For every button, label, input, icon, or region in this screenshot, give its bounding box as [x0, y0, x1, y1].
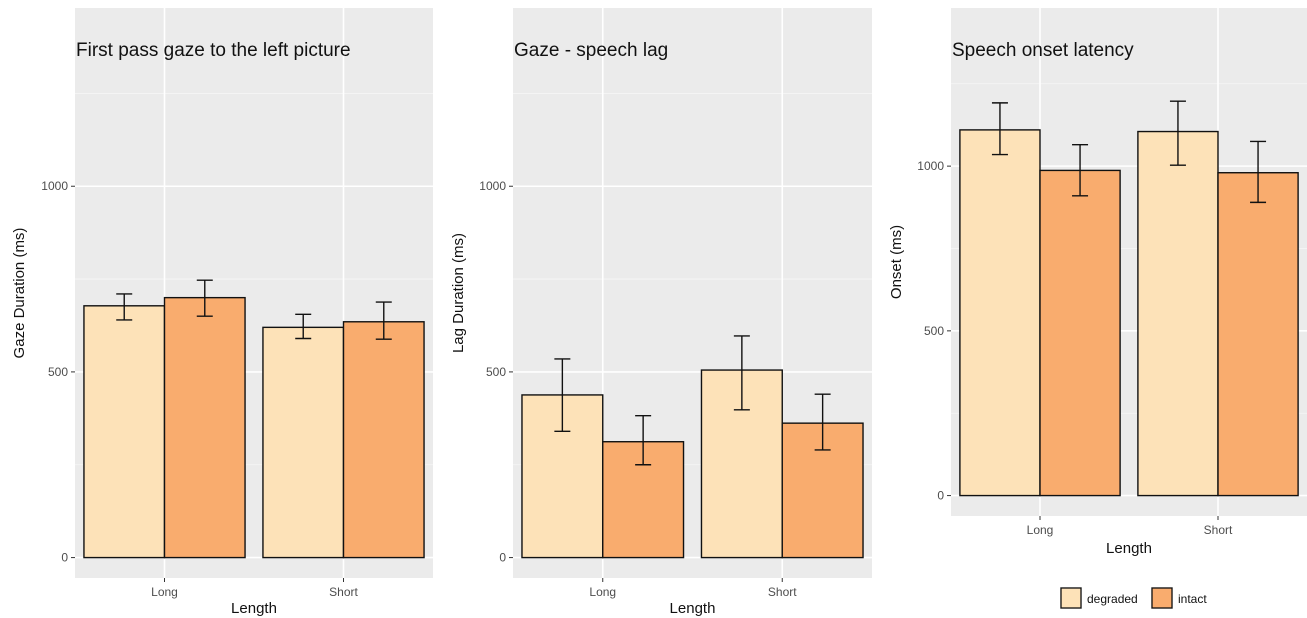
error-bar-degraded-long — [554, 358, 571, 433]
y-tick-label: 500 — [486, 365, 506, 379]
y-tick-label: 1000 — [41, 179, 68, 193]
x-tick-label: Long — [589, 585, 616, 599]
error-bar-degraded-short — [733, 335, 750, 411]
error-bar-degraded-short — [295, 313, 312, 340]
bar-intact-long — [163, 296, 246, 559]
x-axis-label: Length — [231, 600, 277, 617]
y-tick-label: 0 — [61, 551, 68, 565]
legend-item-degraded: degraded — [1060, 587, 1138, 609]
error-bar-intact-long — [1072, 144, 1089, 197]
y-tick-label: 500 — [924, 324, 944, 338]
x-tick-label: Long — [151, 585, 178, 599]
chart-panel-3: 0 500 1000 Long Short Speech onset latency Len… — [888, 8, 1307, 557]
bar-intact-short — [1217, 172, 1299, 497]
error-bar-degraded-long — [991, 102, 1008, 156]
y-tick-label: 500 — [48, 365, 68, 379]
error-bar-degraded-long — [116, 293, 133, 321]
x-axis-label: Length — [1106, 540, 1152, 557]
legend: degraded intact — [1060, 587, 1207, 609]
bar-degraded-short — [1137, 130, 1219, 497]
error-bar-intact-short — [814, 393, 831, 451]
chart-title: Speech onset latency — [952, 40, 1134, 61]
error-bar-intact-long — [635, 415, 652, 466]
legend-label: intact — [1178, 592, 1207, 606]
error-bar-intact-short — [1250, 140, 1267, 204]
y-axis-label: Onset (ms) — [888, 225, 905, 299]
x-tick-label: Short — [768, 585, 797, 599]
legend-swatch — [1060, 587, 1082, 609]
error-bar-intact-short — [375, 301, 392, 340]
y-tick-label: 1000 — [479, 179, 506, 193]
y-axis-label: Lag Duration (ms) — [450, 233, 467, 353]
bar-degraded-short — [262, 326, 345, 559]
y-tick-label: 0 — [937, 489, 944, 503]
x-tick-label: Short — [1204, 523, 1233, 537]
chart-title: Gaze - speech lag — [514, 40, 668, 61]
y-tick-label: 0 — [499, 551, 506, 565]
bar-degraded-long — [959, 129, 1041, 497]
bar-intact-long — [1039, 169, 1121, 497]
chart-panel-1: 0 500 1000 Long Short First pass gaze to the … — [11, 8, 433, 617]
plots-layer: 0 500 1000 Long Short First pass gaze to the … — [11, 8, 1307, 617]
chart-title: First pass gaze to the left picture — [76, 40, 351, 61]
x-tick-label: Long — [1027, 523, 1054, 537]
legend-label: degraded — [1087, 592, 1138, 606]
y-axis-label: Gaze Duration (ms) — [11, 228, 28, 359]
y-tick-label: 1000 — [917, 159, 944, 173]
bar-intact-short — [342, 321, 425, 559]
bar-degraded-long — [83, 305, 166, 559]
chart-panel-2: 0 500 1000 Long Short Gaze - speech lag Length… — [450, 8, 872, 617]
x-axis-label: Length — [670, 600, 716, 617]
error-bar-intact-long — [196, 279, 213, 317]
x-tick-label: Short — [329, 585, 358, 599]
error-bar-degraded-short — [1169, 100, 1186, 166]
legend-item-intact: intact — [1151, 587, 1207, 609]
legend-swatch — [1151, 587, 1173, 609]
